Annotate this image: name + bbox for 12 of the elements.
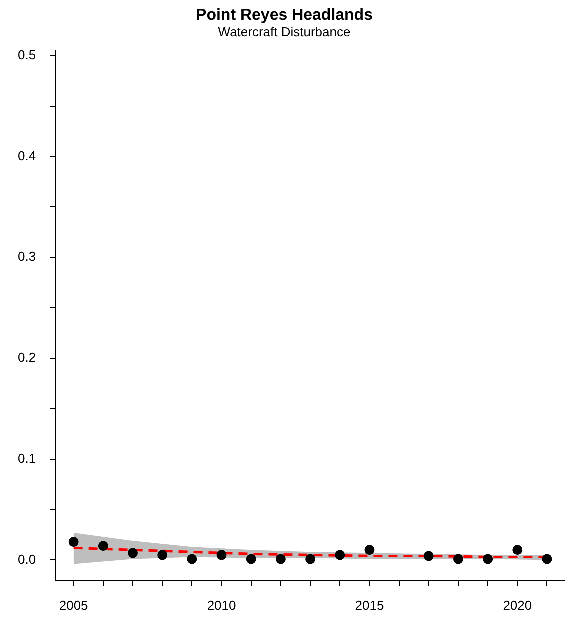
x-tick-label: 2005 — [59, 598, 88, 613]
y-tick-label: 0.0 — [18, 552, 36, 567]
x-tick-label: 2010 — [207, 598, 236, 613]
y-tick-label: 0.1 — [18, 450, 36, 466]
chart-subtitle: Watercraft Disturbance — [218, 24, 351, 40]
y-tick-label: 0.4 — [18, 148, 36, 164]
y-tick-label: 0.3 — [18, 249, 36, 264]
y-tick-label: 0.2 — [18, 350, 36, 366]
x-tick-label: 2015 — [355, 598, 384, 613]
chart-title: Point Reyes Headlands — [196, 7, 374, 24]
y-tick-label: 0.5 — [18, 47, 36, 62]
x-tick-label: 2020 — [503, 598, 532, 613]
